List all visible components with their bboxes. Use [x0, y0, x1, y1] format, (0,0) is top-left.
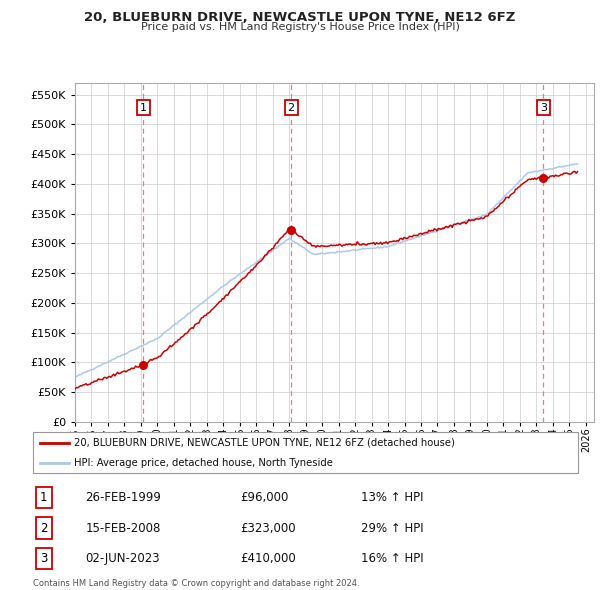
Text: Contains HM Land Registry data © Crown copyright and database right 2024.
This d: Contains HM Land Registry data © Crown c… [33, 579, 359, 590]
Text: 15-FEB-2008: 15-FEB-2008 [85, 522, 161, 535]
Text: Price paid vs. HM Land Registry's House Price Index (HPI): Price paid vs. HM Land Registry's House … [140, 22, 460, 32]
Text: 16% ↑ HPI: 16% ↑ HPI [361, 552, 424, 565]
Text: 02-JUN-2023: 02-JUN-2023 [85, 552, 160, 565]
Text: 3: 3 [540, 103, 547, 113]
Text: £410,000: £410,000 [240, 552, 296, 565]
Text: 3: 3 [40, 552, 47, 565]
Text: 20, BLUEBURN DRIVE, NEWCASTLE UPON TYNE, NE12 6FZ (detached house): 20, BLUEBURN DRIVE, NEWCASTLE UPON TYNE,… [74, 438, 455, 448]
Text: 2: 2 [40, 522, 47, 535]
Text: HPI: Average price, detached house, North Tyneside: HPI: Average price, detached house, Nort… [74, 458, 333, 468]
FancyBboxPatch shape [33, 432, 578, 473]
Text: 20, BLUEBURN DRIVE, NEWCASTLE UPON TYNE, NE12 6FZ: 20, BLUEBURN DRIVE, NEWCASTLE UPON TYNE,… [85, 11, 515, 24]
Text: 2: 2 [287, 103, 295, 113]
Text: 26-FEB-1999: 26-FEB-1999 [85, 491, 161, 504]
Text: 13% ↑ HPI: 13% ↑ HPI [361, 491, 424, 504]
Text: £323,000: £323,000 [240, 522, 295, 535]
Text: 1: 1 [140, 103, 147, 113]
Text: 1: 1 [40, 491, 47, 504]
Text: 29% ↑ HPI: 29% ↑ HPI [361, 522, 424, 535]
Text: £96,000: £96,000 [240, 491, 288, 504]
